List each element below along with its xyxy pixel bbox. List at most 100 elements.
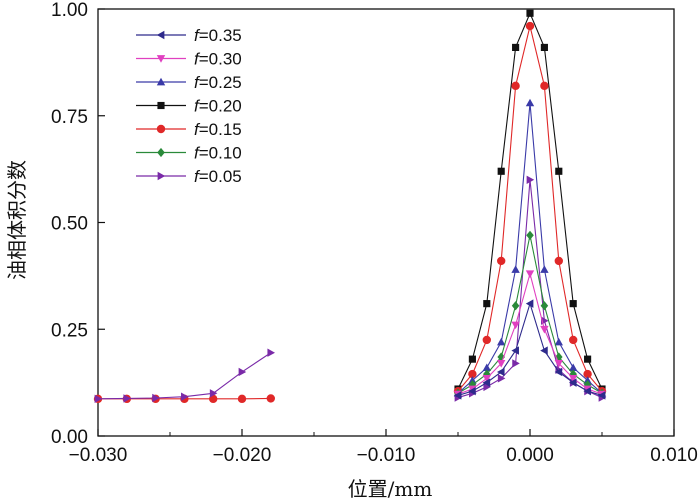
legend-item: f=0.25 — [136, 73, 242, 92]
data-point — [468, 376, 477, 384]
data-point — [540, 346, 548, 355]
data-point — [525, 270, 535, 278]
data-point — [569, 335, 578, 345]
legend-label-symbol: f — [194, 26, 201, 45]
legend-label-value: =0.15 — [199, 120, 242, 139]
data-point — [584, 355, 592, 363]
y-axis-title: 油相体积分数 — [5, 160, 29, 280]
data-point — [512, 43, 520, 51]
legend-marker — [156, 55, 166, 63]
data-point — [497, 337, 506, 346]
series-line — [457, 235, 603, 394]
data-point — [540, 301, 549, 311]
legend-label: f=0.10 — [194, 144, 242, 163]
legend-label-symbol: f — [194, 50, 201, 69]
legend-marker — [156, 30, 165, 40]
legend-label-symbol: f — [194, 97, 201, 116]
data-point — [497, 374, 506, 383]
legend-marker — [157, 147, 165, 158]
data-point — [209, 389, 218, 398]
data-point — [511, 265, 520, 273]
data-point — [181, 392, 189, 401]
legend-label-symbol: f — [194, 73, 201, 92]
legend-item: f=0.15 — [136, 120, 242, 139]
legend-marker — [156, 77, 166, 86]
series-peak-5 — [454, 230, 606, 398]
legend-label-value: =0.25 — [199, 73, 242, 92]
data-point — [526, 9, 534, 17]
legend-item: f=0.10 — [136, 144, 242, 163]
legend-marker — [156, 124, 166, 134]
data-point — [511, 346, 519, 355]
data-point — [483, 300, 491, 308]
x-tick-label: 0.000 — [506, 445, 554, 466]
legend-label: f=0.30 — [194, 50, 242, 69]
data-point — [540, 265, 549, 273]
data-point — [525, 98, 535, 107]
y-tick-label: 1.00 — [51, 0, 88, 21]
data-point — [569, 378, 577, 387]
legend-item: f=0.35 — [136, 26, 242, 45]
x-tick-label: 0.010 — [650, 445, 698, 466]
data-point — [94, 394, 103, 404]
data-point — [511, 301, 520, 311]
series-line — [457, 11, 603, 390]
data-point — [525, 299, 534, 308]
data-point — [453, 391, 462, 400]
series-peak-2 — [453, 98, 607, 397]
data-point — [482, 335, 491, 345]
x-tick-label: −0.010 — [357, 445, 416, 466]
legend-marker — [157, 101, 165, 110]
y-tick-label: 0.50 — [51, 214, 88, 235]
data-point — [468, 386, 476, 396]
data-point — [482, 374, 491, 383]
data-point — [468, 369, 477, 379]
legend-label-symbol: f — [194, 167, 201, 186]
data-point — [569, 363, 578, 372]
data-point — [583, 376, 592, 384]
data-point — [497, 360, 506, 368]
data-point — [237, 394, 247, 404]
data-point — [267, 348, 275, 357]
data-point — [540, 43, 548, 51]
x-axis: −0.030 −0.020 −0.010 0.000 0.010 — [69, 429, 698, 466]
series-line — [97, 352, 272, 400]
series-line — [457, 179, 603, 399]
data-point — [569, 300, 577, 308]
x-tick-label: −0.030 — [69, 445, 128, 466]
data-point — [152, 393, 160, 403]
legend-item: f=0.20 — [136, 97, 242, 116]
series-peak-1 — [453, 270, 607, 399]
data-point — [468, 355, 476, 363]
legend-item: f=0.30 — [136, 50, 242, 69]
legend-item: f=0.05 — [136, 167, 242, 186]
data-point — [483, 369, 491, 379]
series-line — [457, 301, 603, 396]
data-point — [497, 256, 506, 266]
data-point — [511, 321, 520, 330]
data-point — [554, 337, 563, 346]
series-line — [457, 25, 603, 392]
legend: f=0.35f=0.30f=0.25f=0.20f=0.15f=0.10f=0.… — [136, 26, 242, 186]
data-point — [483, 382, 491, 392]
data-point — [482, 363, 491, 372]
legend-label-value: =0.30 — [199, 50, 242, 69]
data-point — [123, 394, 131, 403]
legend-label: f=0.15 — [194, 120, 242, 139]
legend-label: f=0.20 — [194, 97, 242, 116]
legend-label-symbol: f — [194, 144, 201, 163]
legend-label-value: =0.10 — [199, 144, 242, 163]
data-point — [569, 374, 578, 383]
data-point — [497, 167, 505, 175]
data-point — [555, 167, 563, 175]
legend-label: f=0.25 — [194, 73, 242, 92]
y-tick-label: 0.25 — [51, 320, 88, 341]
legend-label-value: =0.05 — [199, 167, 242, 186]
legend-label: f=0.05 — [194, 167, 242, 186]
series-peak-3 — [454, 9, 606, 393]
data-point — [497, 352, 505, 362]
series-left-1 — [94, 348, 275, 404]
y-axis: 0.00 0.25 0.50 0.75 1.00 — [51, 0, 105, 448]
legend-label: f=0.35 — [194, 26, 242, 45]
